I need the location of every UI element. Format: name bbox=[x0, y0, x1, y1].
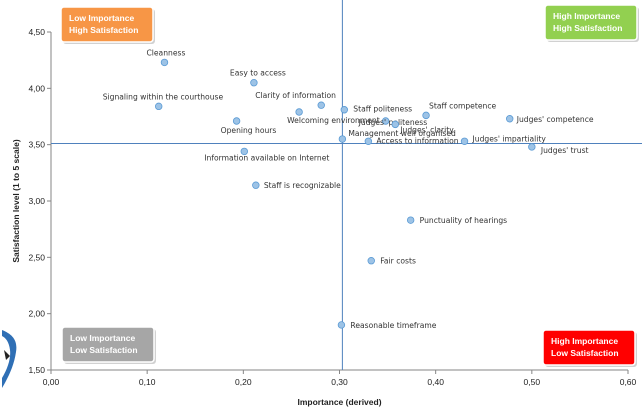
data-point: Staff is recognizable bbox=[252, 181, 341, 190]
point-label: Easy to access bbox=[230, 69, 286, 78]
point-marker bbox=[506, 115, 514, 123]
point-marker bbox=[391, 120, 399, 129]
x-tick-label: 0,20 bbox=[235, 377, 252, 387]
y-tick-label: 2,50 bbox=[28, 252, 45, 262]
point-marker bbox=[338, 135, 347, 143]
point-marker bbox=[317, 101, 325, 109]
point-label: Access to information bbox=[376, 136, 458, 145]
point-label: Signaling within the courthouse bbox=[103, 92, 224, 101]
point-label: Judges' impartiality bbox=[472, 134, 547, 143]
point-marker bbox=[337, 321, 346, 329]
y-tick-label: 3,50 bbox=[28, 140, 45, 150]
point-label: Punctuality of hearings bbox=[420, 216, 508, 225]
point-marker bbox=[250, 78, 258, 87]
point-marker bbox=[422, 111, 430, 120]
point-marker bbox=[406, 216, 415, 224]
quadrant-label-line2: High Satisfaction bbox=[553, 23, 622, 33]
quadrant-label-line2: Low Satisfaction bbox=[70, 345, 138, 355]
data-point: Staff politeness bbox=[340, 105, 412, 114]
data-point: Staff competence bbox=[422, 101, 496, 120]
quadrant-box-bottom-left: Low Importance Low Satisfaction bbox=[61, 326, 156, 364]
y-tick-label: 2,00 bbox=[28, 309, 45, 319]
data-point: Signaling within the courthouse bbox=[103, 92, 224, 111]
point-label: Cleanness bbox=[146, 48, 185, 57]
data-point: Judges' impartiality bbox=[460, 134, 547, 145]
point-label: Staff competence bbox=[429, 101, 496, 110]
x-tick-label: 0,30 bbox=[331, 377, 348, 387]
quadrant-label-line1: High Importance bbox=[551, 336, 618, 346]
point-label: Opening hours bbox=[221, 126, 277, 135]
point-marker bbox=[252, 181, 260, 189]
point-marker bbox=[528, 143, 536, 151]
axis-ticks: 0,00 0,10 0,20 0,30 0,40 0,50 0,60 1,50 2,00 2,50… bbox=[28, 27, 636, 387]
data-point: Punctuality of hearings bbox=[406, 216, 508, 225]
point-label: Judges' clarity bbox=[399, 125, 454, 134]
point-label: Judges' trust bbox=[540, 146, 589, 155]
logo-fragment-icon bbox=[2, 330, 17, 388]
y-tick-label: 4,00 bbox=[28, 83, 45, 93]
quadrant-label-line2: Low Satisfaction bbox=[551, 348, 619, 358]
point-marker bbox=[155, 102, 163, 111]
point-label: Staff politeness bbox=[353, 105, 412, 114]
data-point: Access to information bbox=[364, 136, 459, 145]
point-marker bbox=[295, 108, 303, 116]
x-tick-label: 0,50 bbox=[524, 377, 541, 387]
point-marker bbox=[381, 117, 390, 125]
data-point: Judges' trust bbox=[528, 143, 589, 155]
point-marker bbox=[340, 106, 349, 114]
y-tick-label: 3,00 bbox=[28, 196, 45, 206]
quadrant-box-bottom-right: High Importance Low Satisfaction bbox=[542, 329, 637, 367]
point-marker bbox=[160, 58, 169, 67]
data-point: Management well organised bbox=[338, 129, 456, 143]
point-marker bbox=[232, 117, 241, 125]
point-label: Clarity of information bbox=[255, 91, 336, 100]
point-label: Reasonable timeframe bbox=[350, 321, 436, 330]
data-point: Clarity of information bbox=[255, 91, 336, 109]
x-axis-title: Importance (derived) bbox=[297, 397, 381, 407]
quadrant-label-line1: High Importance bbox=[553, 11, 620, 21]
y-tick-label: 1,50 bbox=[28, 365, 45, 375]
quadrant-label-line2: High Satisfaction bbox=[69, 25, 138, 35]
data-point: Welcoming environment bbox=[287, 108, 380, 125]
axes bbox=[50, 32, 628, 371]
x-tick-label: 0,60 bbox=[620, 377, 637, 387]
x-tick-label: 0,10 bbox=[139, 377, 156, 387]
data-point: Fair costs bbox=[367, 257, 416, 266]
quadrant-box-top-left: Low Importance High Satisfaction bbox=[60, 6, 155, 44]
data-point: Judges' competence bbox=[506, 115, 594, 124]
point-label: Management well organised bbox=[348, 129, 456, 138]
quadrant-label-line1: Low Importance bbox=[70, 333, 135, 343]
quadrant-box-top-right: High Importance High Satisfaction bbox=[544, 4, 639, 42]
quadrant-dividers bbox=[51, 0, 642, 370]
point-label: Staff is recognizable bbox=[264, 181, 341, 190]
data-point: Reasonable timeframe bbox=[337, 321, 437, 330]
data-point: Cleanness bbox=[146, 48, 185, 67]
point-marker bbox=[460, 137, 469, 145]
point-marker bbox=[367, 257, 375, 265]
point-label: Information available on Internet bbox=[204, 153, 329, 162]
data-point: Judges' clarity bbox=[391, 120, 454, 134]
point-label: Judges' competence bbox=[516, 115, 594, 124]
y-axis-title: Satisfaction level (1 to 5 scale) bbox=[11, 139, 21, 262]
y-tick-label: 4,50 bbox=[28, 27, 45, 37]
point-marker bbox=[364, 137, 373, 145]
data-point: Easy to access bbox=[230, 69, 286, 87]
data-point: Opening hours bbox=[221, 117, 277, 135]
point-label: Welcoming environment bbox=[287, 116, 380, 125]
quadrant-label-line1: Low Importance bbox=[69, 13, 134, 23]
x-tick-label: 0,40 bbox=[427, 377, 444, 387]
x-tick-label: 0,00 bbox=[43, 377, 60, 387]
data-point: Information available on Internet bbox=[204, 147, 329, 162]
point-marker bbox=[240, 147, 248, 156]
point-label: Fair costs bbox=[380, 257, 416, 266]
data-points: Cleanness Easy to access Signaling within … bbox=[103, 48, 594, 330]
